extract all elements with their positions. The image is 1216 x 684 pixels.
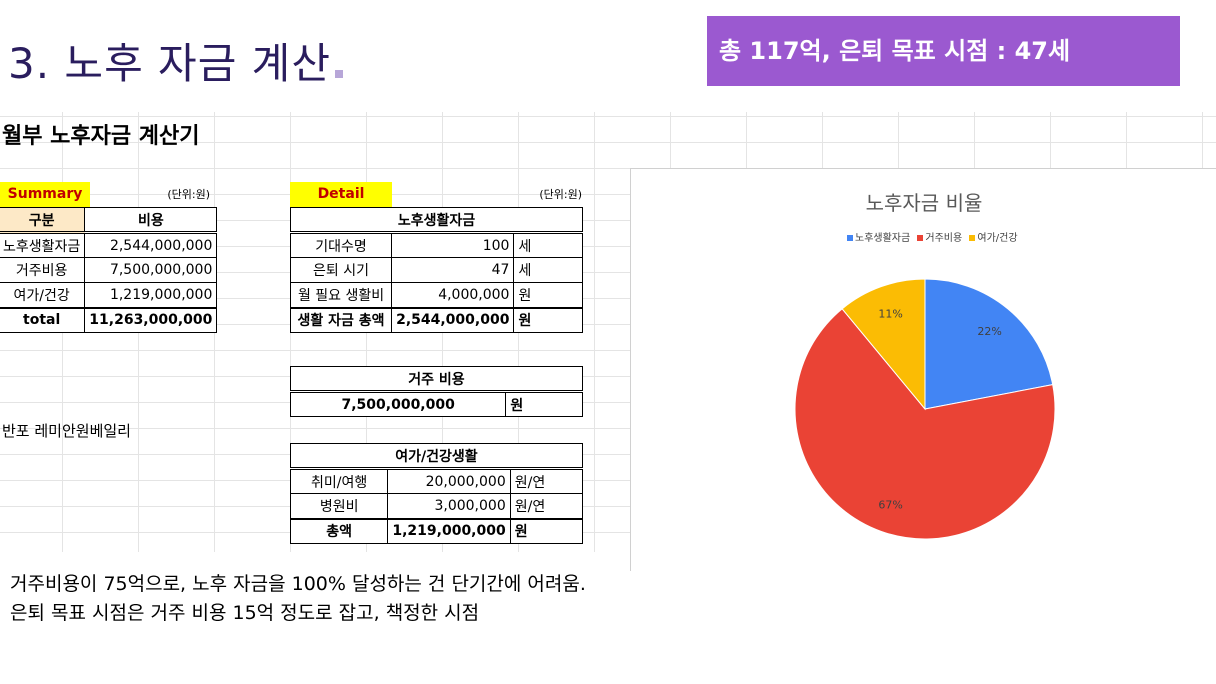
pie-chart: 22% 67% 11% bbox=[794, 278, 1056, 540]
commentary-line: 은퇴 목표 시점은 거주 비용 15억 정도로 잡고, 책정한 시점 bbox=[10, 602, 480, 624]
pie-data-label-0: 22% bbox=[977, 325, 1001, 338]
leisure-row-unit: 원/연 bbox=[509, 493, 584, 519]
summary-table: 구분 비용 노후생활자금 2,544,000,000 거주비용 7,500,00… bbox=[0, 207, 218, 333]
legend-item: 노후생활자금 bbox=[847, 233, 910, 244]
table-row: 7,500,000,000 원 bbox=[289, 391, 583, 417]
living-row-value: 100 bbox=[391, 232, 515, 258]
leisure-title: 여가/건강생활 bbox=[290, 443, 583, 470]
housing-unit: 원 bbox=[505, 391, 583, 417]
table-row: 은퇴 시기 47 세 bbox=[289, 257, 583, 283]
summary-header-category: 구분 bbox=[0, 207, 86, 234]
detail-label: Detail bbox=[290, 182, 392, 207]
leisure-row-label: 병원비 bbox=[289, 493, 389, 519]
living-row-unit: 세 bbox=[513, 257, 583, 283]
pie-data-label-1: 67% bbox=[878, 498, 902, 511]
housing-title: 거주 비용 bbox=[290, 366, 583, 393]
living-row-label: 은퇴 시기 bbox=[289, 257, 393, 283]
living-total-label: 생활 자금 총액 bbox=[289, 306, 393, 333]
table-row: 병원비 3,000,000 원/연 bbox=[289, 493, 584, 519]
goal-banner: 총 117억, 은퇴 목표 시점 : 47세 bbox=[707, 16, 1180, 86]
table-row: 기대수명 100 세 bbox=[289, 232, 583, 258]
living-row-label: 월 필요 생활비 bbox=[289, 282, 393, 308]
leisure-row-value: 3,000,000 bbox=[387, 493, 511, 519]
pie-chart-panel: 노후자금 비율 노후생활자금 거주비용 여가/건강 22% 67% 11% bbox=[630, 168, 1216, 571]
leisure-row-label: 취미/여행 bbox=[289, 468, 389, 494]
summary-total-label: total bbox=[0, 306, 86, 333]
pie-slice-1 bbox=[794, 308, 1056, 540]
summary-total-row: total 11,263,000,000 bbox=[0, 306, 218, 333]
housing-cost-table: 거주 비용 7,500,000,000 원 bbox=[289, 366, 583, 417]
legend-item: 여가/건강 bbox=[969, 233, 1018, 244]
table-row: 월 필요 생활비 4,000,000 원 bbox=[289, 282, 583, 308]
housing-value: 7,500,000,000 bbox=[289, 391, 507, 417]
summary-row-value: 2,544,000,000 bbox=[84, 232, 218, 258]
legend-swatch bbox=[969, 235, 976, 241]
living-row-value: 4,000,000 bbox=[391, 282, 515, 308]
table-row: 거주비용 7,500,000,000 bbox=[0, 257, 218, 283]
summary-unit: (단위:원) bbox=[167, 188, 210, 201]
summary-header-row: 구분 비용 bbox=[0, 207, 218, 234]
legend-swatch bbox=[917, 235, 924, 241]
pie-data-label-2: 11% bbox=[878, 308, 902, 321]
leisure-row-value: 20,000,000 bbox=[387, 468, 511, 494]
pie-slice-2 bbox=[841, 278, 926, 411]
pie-slice-0 bbox=[924, 278, 1054, 410]
summary-row-label: 거주비용 bbox=[0, 257, 86, 283]
living-row-unit: 세 bbox=[513, 232, 583, 258]
leisure-total-value: 1,219,000,000 bbox=[387, 517, 511, 544]
living-row-unit: 원 bbox=[513, 282, 583, 308]
living-row-label: 기대수명 bbox=[289, 232, 393, 258]
summary-row-label: 여가/건강 bbox=[0, 282, 86, 308]
apartment-note: 반포 레미안원베일리 bbox=[2, 422, 131, 440]
commentary-line: 거주비용이 75억으로, 노후 자금을 100% 달성하는 건 단기간에 어려움… bbox=[10, 573, 586, 595]
table-row: 노후생활자금 2,544,000,000 bbox=[0, 232, 218, 258]
summary-row-value: 7,500,000,000 bbox=[84, 257, 218, 283]
living-cost-table: 노후생활자금 기대수명 100 세 은퇴 시기 47 세 월 필요 생활비 4,… bbox=[289, 207, 583, 333]
living-total-value: 2,544,000,000 bbox=[391, 306, 515, 333]
leisure-total-label: 총액 bbox=[289, 517, 389, 544]
slide-title: 3. 노후 자금 계산 bbox=[8, 30, 343, 91]
living-row-value: 47 bbox=[391, 257, 515, 283]
summary-total-value: 11,263,000,000 bbox=[84, 306, 218, 333]
leisure-health-table: 여가/건강생활 취미/여행 20,000,000 원/연 병원비 3,000,0… bbox=[289, 443, 584, 544]
leisure-row-unit: 원/연 bbox=[509, 468, 584, 494]
summary-row-value: 1,219,000,000 bbox=[84, 282, 218, 308]
leisure-total-row: 총액 1,219,000,000 원 bbox=[289, 517, 584, 544]
living-total-row: 생활 자금 총액 2,544,000,000 원 bbox=[289, 306, 583, 333]
bottom-commentary: 거주비용이 75억으로, 노후 자금을 100% 달성하는 건 단기간에 어려움… bbox=[10, 570, 586, 628]
detail-unit: (단위:원) bbox=[539, 188, 582, 201]
chart-legend: 노후생활자금 거주비용 여가/건강 bbox=[847, 229, 1022, 244]
summary-row-label: 노후생활자금 bbox=[0, 232, 86, 258]
leisure-header-row: 여가/건강생활 bbox=[290, 443, 583, 470]
housing-header-row: 거주 비용 bbox=[290, 366, 583, 393]
chart-title: 노후자금 비율 bbox=[865, 191, 983, 215]
summary-header-cost: 비용 bbox=[84, 207, 218, 234]
leisure-total-unit: 원 bbox=[509, 517, 584, 544]
legend-label: 거주비용 bbox=[925, 233, 963, 244]
living-total-unit: 원 bbox=[513, 306, 583, 333]
legend-swatch bbox=[847, 235, 853, 241]
table-row: 여가/건강 1,219,000,000 bbox=[0, 282, 218, 308]
calculator-title: 월부 노후자금 계산기 bbox=[2, 124, 200, 149]
legend-label: 여가/건강 bbox=[977, 233, 1018, 244]
living-cost-title: 노후생활자금 bbox=[290, 207, 583, 234]
living-cost-header-row: 노후생활자금 bbox=[290, 207, 583, 234]
summary-label: Summary bbox=[0, 182, 90, 207]
legend-label: 노후생활자금 bbox=[855, 233, 911, 244]
legend-item: 거주비용 bbox=[917, 233, 962, 244]
title-dot bbox=[334, 70, 343, 78]
table-row: 취미/여행 20,000,000 원/연 bbox=[289, 468, 584, 494]
